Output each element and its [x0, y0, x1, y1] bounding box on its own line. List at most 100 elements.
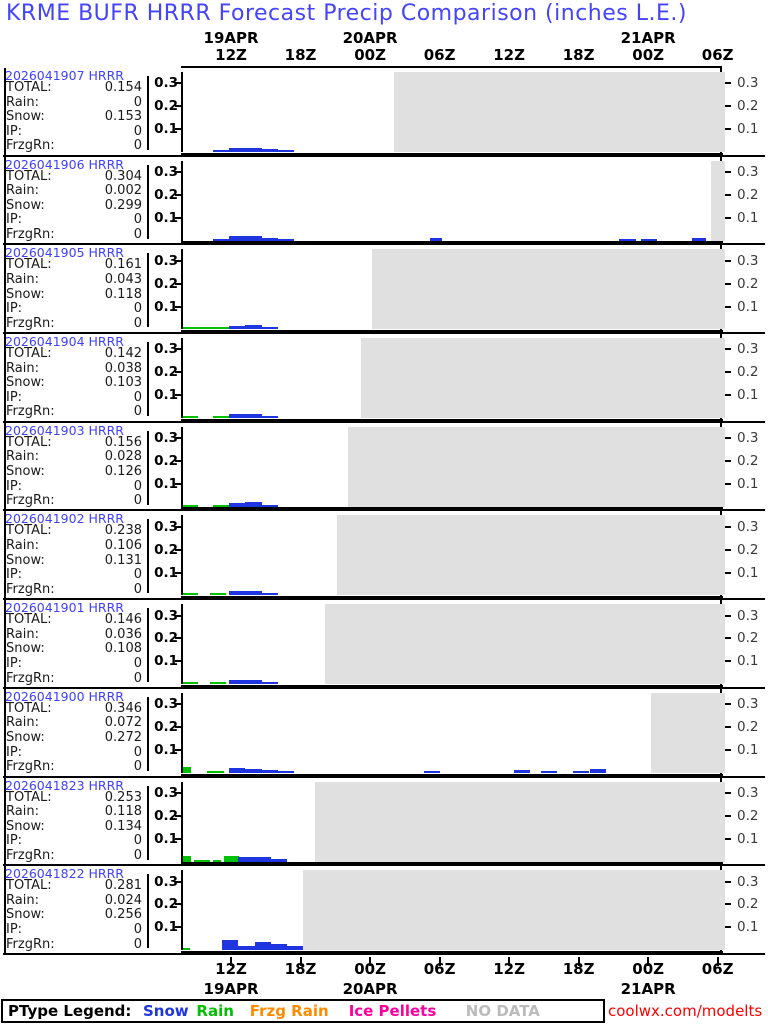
precip-bar-rain — [183, 948, 190, 950]
bottom-axis-hour-label: 00Z — [354, 960, 386, 978]
precip-row-value: 0.134 — [105, 820, 142, 835]
no-data-region — [348, 427, 725, 507]
no-data-region — [337, 515, 725, 595]
info-plot-divider — [147, 608, 149, 682]
precip-plot-area — [181, 515, 725, 595]
precip-row-total: TOTAL:0.304 — [3, 170, 146, 185]
precip-totals-table: TOTAL:0.156Rain:0.028Snow:0.126IP:0FrzgR… — [3, 436, 146, 509]
precip-row-label: Rain: — [6, 96, 39, 111]
precip-row-label: FrzgRn: — [6, 405, 55, 420]
precip-bar-rain — [183, 856, 191, 861]
model-run-panel: 2026041903 HRRRTOTAL:0.156Rain:0.028Snow… — [3, 423, 765, 512]
precip-bar-snow — [245, 325, 261, 329]
y-axis-left: 0.30.20.1 — [150, 157, 180, 244]
y-axis-left-label: 0.3 — [154, 430, 178, 446]
y-axis-left: 0.30.20.1 — [150, 600, 180, 687]
legend-item-ice-pellets: Ice Pellets — [349, 1002, 437, 1020]
y-axis-left-label: 0.1 — [154, 831, 178, 847]
model-run-panel: 2026041902 HRRRTOTAL:0.238Rain:0.106Snow… — [3, 511, 765, 600]
y-axis-left-label: 0.1 — [154, 476, 178, 492]
precip-bar-snow — [222, 940, 238, 950]
precip-row-value: 0.304 — [105, 170, 142, 185]
precip-plot-area — [181, 249, 725, 329]
precip-bar-snow — [238, 857, 254, 861]
precip-row-ip: IP:0 — [3, 480, 146, 495]
legend-item-snow: Snow — [143, 1002, 189, 1020]
info-plot-divider — [147, 431, 149, 505]
info-plot-divider — [147, 697, 149, 771]
panel-info: 2026041822 HRRRTOTAL:0.281Rain:0.024Snow… — [3, 866, 148, 953]
precip-row-value: 0 — [134, 317, 142, 332]
precip-bar-snow — [573, 771, 589, 773]
precip-bar-snow — [213, 239, 229, 241]
info-plot-divider — [147, 253, 149, 327]
y-axis-left-label: 0.1 — [154, 653, 178, 669]
plot-baseline — [181, 419, 723, 421]
precip-row-label: IP: — [6, 480, 22, 495]
precip-row-label: FrzgRn: — [6, 139, 55, 154]
precip-row-label: IP: — [6, 391, 22, 406]
precip-row-snow: Snow:0.153 — [3, 110, 146, 125]
precip-bar-rain — [183, 416, 198, 418]
precip-row-label: FrzgRn: — [6, 760, 55, 775]
panel-info: 2026041901 HRRRTOTAL:0.146Rain:0.036Snow… — [3, 600, 148, 687]
bottom-axis-hour-label: 00Z — [632, 960, 664, 978]
precip-row-label: IP: — [6, 302, 22, 317]
precip-row-label: Rain: — [6, 450, 39, 465]
y-axis-right-label: 0.3 — [737, 608, 758, 624]
precip-row-ip: IP:0 — [3, 125, 146, 140]
precip-totals-table: TOTAL:0.161Rain:0.043Snow:0.118IP:0FrzgR… — [3, 258, 146, 331]
precip-row-label: TOTAL: — [6, 879, 52, 894]
precip-row-value: 0.002 — [105, 184, 142, 199]
bottom-axis-day-label: 21APR — [621, 980, 676, 998]
precip-row-label: TOTAL: — [6, 702, 52, 717]
no-data-region — [372, 249, 725, 329]
top-axis-hour-label: 00Z — [632, 46, 664, 64]
precip-bar-rain — [213, 416, 229, 418]
precip-row-ip: IP:0 — [3, 923, 146, 938]
precip-bar-snow — [245, 680, 261, 684]
precip-row-total: TOTAL:0.253 — [3, 791, 146, 806]
precip-bar-rain — [183, 327, 199, 329]
y-axis-right: 0.30.20.1 — [729, 334, 768, 421]
model-run-panel: 2026041823 HRRRTOTAL:0.253Rain:0.118Snow… — [3, 778, 765, 867]
precip-row-label: IP: — [6, 834, 22, 849]
model-run-panel: 2026041904 HRRRTOTAL:0.142Rain:0.038Snow… — [3, 334, 765, 423]
y-axis-right-label: 0.2 — [737, 98, 758, 114]
precip-row-label: IP: — [6, 213, 22, 228]
precip-row-ip: IP:0 — [3, 213, 146, 228]
precip-bar-snow — [229, 591, 245, 595]
precip-bar-snow — [262, 770, 278, 773]
precip-row-total: TOTAL:0.156 — [3, 436, 146, 451]
precip-row-value: 0 — [134, 125, 142, 140]
credit-link[interactable]: coolwx.com/modelts — [608, 1002, 762, 1020]
precip-bar-snow — [287, 946, 303, 951]
top-axis-hour-label: 18Z — [285, 46, 317, 64]
precip-bar-snow — [262, 505, 278, 507]
top-time-axis: 12Z18Z00Z06Z12Z18Z00Z06Z19APR20APR21APR — [0, 26, 768, 68]
precip-row-value: 0.106 — [105, 539, 142, 554]
y-axis-right-label: 0.3 — [737, 874, 758, 890]
precip-row-value: 0 — [134, 849, 142, 864]
precip-row-label: Snow: — [6, 465, 45, 480]
no-data-region — [651, 693, 725, 773]
info-plot-divider — [147, 519, 149, 593]
precip-row-value: 0 — [134, 96, 142, 111]
bottom-axis-day-label: 20APR — [343, 980, 398, 998]
y-axis-left: 0.30.20.1 — [150, 245, 180, 332]
precip-plot-area — [181, 338, 725, 418]
precip-row-label: Snow: — [6, 554, 45, 569]
precip-bar-snow — [229, 768, 245, 773]
model-run-panel: 2026041822 HRRRTOTAL:0.281Rain:0.024Snow… — [3, 866, 765, 955]
precip-bar-rain — [210, 682, 226, 684]
precip-totals-table: TOTAL:0.253Rain:0.118Snow:0.134IP:0FrzgR… — [3, 791, 146, 864]
precip-row-value: 0.038 — [105, 362, 142, 377]
precip-bar-snow — [245, 502, 261, 507]
y-axis-right-label: 0.2 — [737, 630, 758, 646]
precip-bar-rain — [213, 505, 229, 507]
plot-baseline — [181, 596, 723, 598]
y-axis-left: 0.30.20.1 — [150, 423, 180, 510]
precip-row-label: Rain: — [6, 628, 39, 643]
y-axis-right-label: 0.1 — [737, 565, 758, 581]
bottom-axis-hour-label: 18Z — [563, 960, 595, 978]
